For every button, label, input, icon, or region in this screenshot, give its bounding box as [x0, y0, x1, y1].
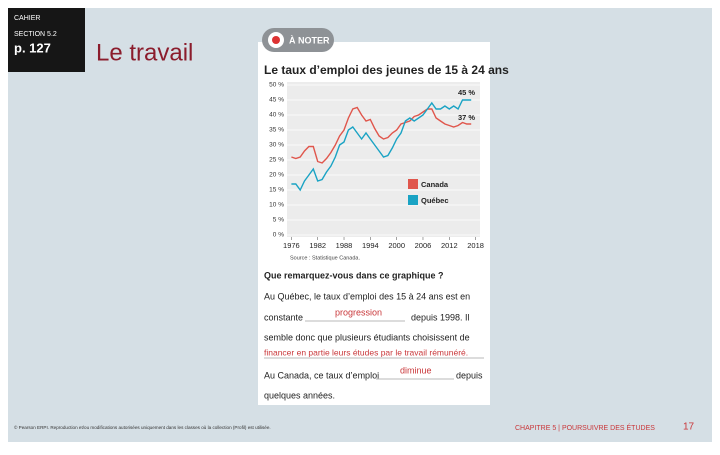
sidebar: [8, 8, 85, 72]
answer: financer en partie leurs études par le t…: [264, 347, 468, 357]
series-line: [291, 99, 472, 192]
x-tick-label: 1976: [283, 241, 300, 250]
series-line: [291, 106, 472, 164]
y-tick-label: 40 %: [269, 112, 284, 119]
x-tick-label: 2006: [415, 241, 432, 250]
answer: progression: [335, 307, 382, 317]
annotation: 37 %: [458, 113, 475, 122]
sidebar-section: SECTION 5.2: [14, 31, 57, 38]
y-tick-label: 35 %: [269, 127, 284, 134]
slide-title: Le travail: [96, 39, 193, 66]
x-tick-label: 2000: [388, 241, 405, 250]
sidebar-label: CAHIER: [14, 15, 40, 22]
x-tick-label: 1988: [336, 241, 353, 250]
x-tick-label: 2012: [441, 241, 458, 250]
y-tick-label: 25 %: [269, 157, 284, 164]
card-text: quelques années.: [264, 390, 335, 400]
chart-title: Le taux d’emploi des jeunes de 15 à 24 a…: [264, 63, 509, 77]
y-tick-label: 20 %: [269, 172, 284, 179]
x-tick-label: 2018: [467, 241, 484, 250]
y-tick-label: 0 %: [273, 232, 284, 239]
y-tick-label: 30 %: [269, 142, 284, 149]
legend-swatch: [408, 179, 418, 189]
card-text: Au Canada, ce taux d’emploi: [264, 370, 379, 380]
legend-label: Canada: [421, 180, 449, 189]
legend-label: Québec: [421, 196, 449, 205]
answer: diminue: [400, 365, 432, 375]
x-tick-label: 1994: [362, 241, 379, 250]
source: Source : Statistique Canada.: [290, 255, 360, 261]
copyright: © Pearson ERPI. Reproduction et/ou modif…: [14, 424, 271, 430]
x-tick-label: 1982: [309, 241, 326, 250]
sidebar-page: p. 127: [14, 40, 51, 55]
y-tick-label: 45 %: [269, 97, 284, 104]
legend-swatch: [408, 195, 418, 205]
chapter: CHAPITRE 5 | POURSUIVRE DES ÉTUDES: [515, 423, 655, 432]
y-tick-label: 50 %: [269, 82, 284, 89]
card-text: depuis 1998. Il: [411, 312, 470, 322]
card-text: depuis: [456, 370, 483, 380]
question: Que remarquez-vous dans ce graphique ?: [264, 270, 444, 280]
badge-text: À NOTER: [289, 35, 330, 45]
plot-bg: [287, 82, 480, 237]
y-tick-label: 15 %: [269, 187, 284, 194]
badge-icon-dot: [272, 36, 280, 44]
card-text: constante: [264, 312, 303, 322]
annotation: 45 %: [458, 88, 475, 97]
page-number: 17: [683, 422, 695, 433]
card-text: semble donc que plusieurs étudiants choi…: [264, 332, 470, 342]
card-text: Au Québec, le taux d’emploi des 15 à 24 …: [264, 291, 470, 301]
y-tick-label: 10 %: [269, 202, 284, 209]
y-tick-label: 5 %: [273, 217, 284, 224]
